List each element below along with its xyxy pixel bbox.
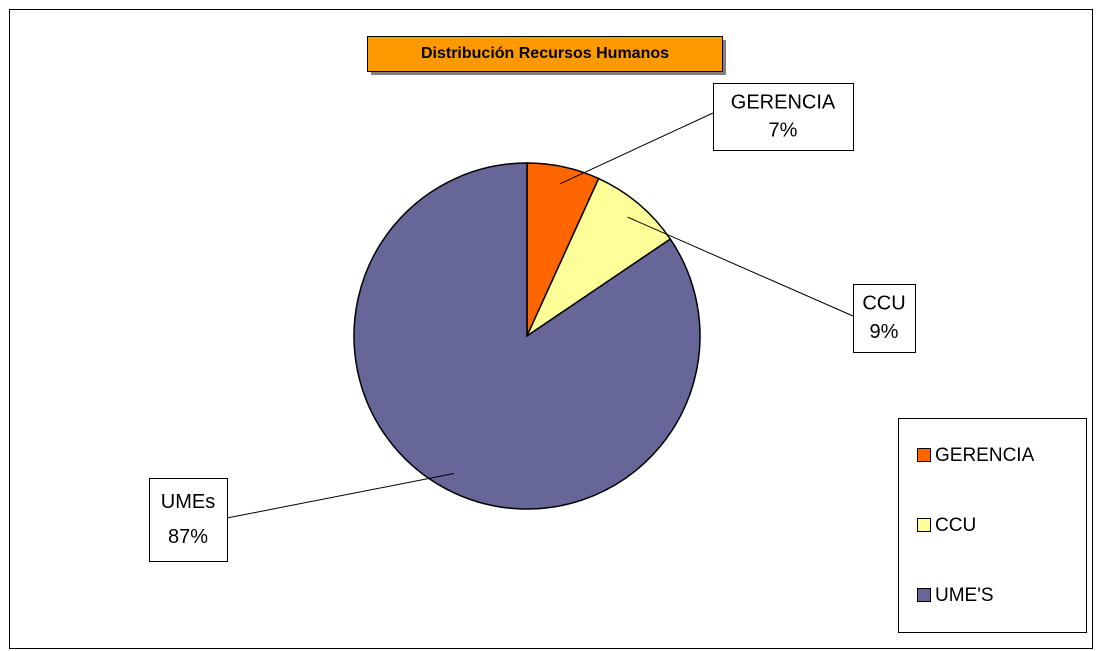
legend-label: CCU — [935, 515, 976, 536]
data-label-value: 87% — [168, 526, 208, 548]
legend-swatch — [917, 448, 931, 462]
data-label-name: CCU — [862, 293, 905, 315]
data-label-value: 7% — [769, 120, 798, 142]
data-label-box — [853, 284, 916, 353]
legend-swatch — [917, 588, 931, 602]
pie-slice — [353, 162, 701, 510]
data-label-value: 9% — [870, 321, 899, 343]
leader-line — [627, 216, 854, 317]
data-label-name: GERENCIA — [731, 91, 836, 113]
legend-label: GERENCIA — [935, 445, 1035, 466]
legend-swatch — [917, 518, 931, 532]
leader-line — [559, 112, 714, 185]
data-label-box — [713, 83, 854, 151]
chart-title: Distribución Recursos Humanos — [421, 45, 669, 62]
data-label-box — [149, 478, 228, 562]
data-label-name: UMEs — [161, 491, 215, 513]
legend-label: UME'S — [935, 585, 994, 606]
pie-slice — [525, 177, 672, 339]
leader-line — [226, 473, 455, 519]
title-box — [367, 36, 723, 72]
